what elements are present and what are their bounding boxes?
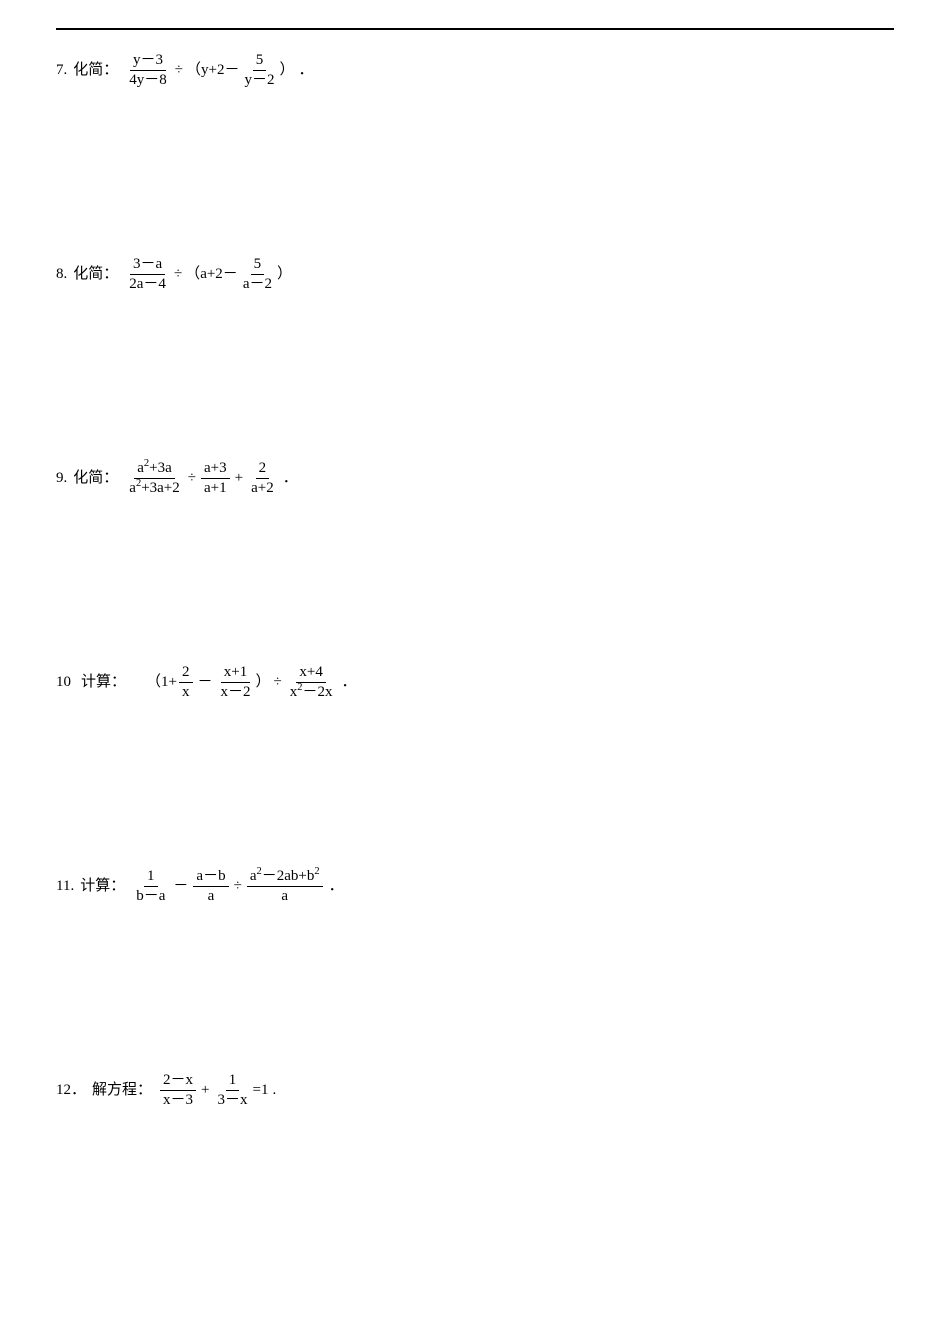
operator-divide: ÷ [175, 60, 183, 81]
inline-text: 1+ [161, 672, 177, 693]
problem-row: 7. 化简： y－3 4y－8 ÷ （ y+2－ 5 y－2 ） ． [56, 52, 894, 88]
fraction: 1 b－a [133, 868, 168, 904]
paren-open: （ [186, 60, 201, 81]
problem-number: 9. [56, 468, 67, 489]
operator-divide: ÷ [274, 672, 282, 693]
inline-text: a+2－ [200, 264, 238, 285]
problem-verb: 解方程： [92, 1080, 152, 1101]
fraction: x+4 x2－2x [287, 664, 336, 700]
numerator: 5 [251, 256, 265, 275]
operator-plus: + [235, 468, 243, 489]
paren-open: （ [146, 672, 161, 693]
numerator: a2+3a [134, 460, 175, 479]
problem-verb: 化简： [73, 468, 118, 489]
problem-7: 7. 化简： y－3 4y－8 ÷ （ y+2－ 5 y－2 ） ． [56, 52, 894, 88]
numerator: x+4 [296, 664, 325, 683]
paren-close: ） [280, 60, 295, 81]
fraction: a2+3a a2+3a+2 [126, 460, 183, 496]
problem-10: 10 计算： （ 1+ 2 x － x+1 x－2 ） ÷ x+4 x2－2x … [56, 664, 894, 700]
problem-verb: 化简： [73, 264, 118, 285]
fraction: a+3 a+1 [201, 460, 230, 496]
denominator: 3－x [215, 1091, 251, 1109]
denominator: a+2 [248, 479, 277, 497]
denominator: 4y－8 [126, 71, 170, 89]
operator-plus: + [201, 1080, 209, 1101]
problem-row: 11. 计算： 1 b－a － a－b a ÷ a2－2ab+b2 a ． [56, 868, 894, 904]
denominator: x－2 [218, 683, 254, 701]
operator-divide: ÷ [188, 468, 196, 489]
numerator: 5 [253, 52, 267, 71]
denominator: 2a－4 [126, 275, 169, 293]
problem-verb: 计算： [81, 672, 126, 693]
problem-verb: 计算： [80, 876, 125, 897]
numerator: y－3 [130, 52, 166, 71]
problem-number: 7. [56, 60, 67, 81]
fraction: y－3 4y－8 [126, 52, 170, 88]
fraction: x+1 x－2 [218, 664, 254, 700]
problem-9: 9. 化简： a2+3a a2+3a+2 ÷ a+3 a+1 + 2 a+2 ． [56, 460, 894, 496]
denominator: x [179, 683, 193, 701]
denominator: a [205, 887, 218, 905]
fraction: a－b a [193, 868, 228, 904]
inline-text: y+2－ [201, 60, 239, 81]
problem-number: 8. [56, 264, 67, 285]
numerator: 2－x [160, 1072, 196, 1091]
page: 7. 化简： y－3 4y－8 ÷ （ y+2－ 5 y－2 ） ． 8. 化简… [0, 0, 950, 1188]
numerator: 1 [226, 1072, 240, 1091]
period: . [273, 1080, 277, 1101]
problem-number: 11. [56, 876, 74, 897]
period: ． [342, 672, 357, 693]
numerator: 2 [256, 460, 270, 479]
denominator: b－a [133, 887, 168, 905]
operator-minus: － [198, 672, 213, 693]
numerator: x+1 [221, 664, 250, 683]
problem-number: 12． [56, 1080, 86, 1101]
denominator: a+1 [201, 479, 230, 497]
fraction: 2 x [179, 664, 193, 700]
problem-row: 10 计算： （ 1+ 2 x － x+1 x－2 ） ÷ x+4 x2－2x … [56, 664, 894, 700]
period: ． [329, 876, 344, 897]
paren-close: ） [277, 264, 292, 285]
problem-row: 12． 解方程： 2－x x－3 + 1 3－x =1 . [56, 1072, 894, 1108]
fraction: a2－2ab+b2 a [247, 868, 323, 904]
denominator: a2+3a+2 [126, 479, 183, 497]
fraction: 2 a+2 [248, 460, 277, 496]
fraction: 2－x x－3 [160, 1072, 196, 1108]
numerator: a2－2ab+b2 [247, 868, 323, 887]
fraction: 5 a－2 [240, 256, 275, 292]
operator-minus: － [173, 876, 188, 897]
problem-8: 8. 化简： 3－a 2a－4 ÷ （ a+2－ 5 a－2 ） [56, 256, 894, 292]
problem-number: 10 [56, 672, 71, 693]
problem-row: 9. 化简： a2+3a a2+3a+2 ÷ a+3 a+1 + 2 a+2 ． [56, 460, 894, 496]
numerator: a+3 [201, 460, 230, 479]
numerator: 1 [144, 868, 158, 887]
problem-11: 11. 计算： 1 b－a － a－b a ÷ a2－2ab+b2 a ． [56, 868, 894, 904]
numerator: a－b [193, 868, 228, 887]
operator-divide: ÷ [234, 876, 242, 897]
problem-12: 12． 解方程： 2－x x－3 + 1 3－x =1 . [56, 1072, 894, 1108]
paren-open: （ [185, 264, 200, 285]
numerator: 2 [179, 664, 193, 683]
paren-close: ） [256, 672, 271, 693]
numerator: 3－a [130, 256, 165, 275]
operator-divide: ÷ [174, 264, 182, 285]
equals: =1 [253, 1080, 269, 1101]
problem-verb: 化简： [73, 60, 118, 81]
denominator: x－3 [160, 1091, 196, 1109]
denominator: a－2 [240, 275, 275, 293]
fraction: 5 y－2 [242, 52, 278, 88]
problem-row: 8. 化简： 3－a 2a－4 ÷ （ a+2－ 5 a－2 ） [56, 256, 894, 292]
denominator: y－2 [242, 71, 278, 89]
fraction: 1 3－x [215, 1072, 251, 1108]
fraction: 3－a 2a－4 [126, 256, 169, 292]
period: ． [283, 468, 298, 489]
denominator: x2－2x [287, 683, 336, 701]
period: ． [299, 60, 314, 81]
denominator: a [278, 887, 291, 905]
top-rule [56, 28, 894, 30]
